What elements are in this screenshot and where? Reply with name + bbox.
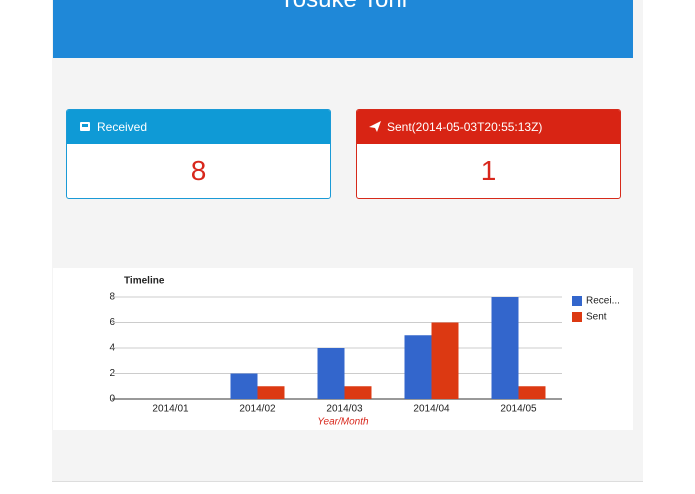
bar — [257, 386, 285, 399]
card-value: 1 — [480, 155, 497, 186]
x-tick-label: 2014/04 — [413, 404, 450, 415]
send-icon — [369, 121, 381, 132]
legend-label: Recei... — [586, 296, 620, 307]
bar — [404, 335, 432, 399]
bar — [344, 386, 372, 399]
legend-label: Sent — [586, 312, 607, 323]
card-header: Received — [67, 110, 330, 144]
header-title: Yosuke Tohi — [53, 0, 633, 14]
x-tick-label: 2014/01 — [152, 404, 189, 415]
header: Yosuke Tohi — [53, 0, 633, 58]
bar — [491, 297, 519, 399]
legend-swatch — [572, 312, 582, 322]
received-card: Received 8 — [66, 109, 331, 199]
card-header: Sent(2014-05-03T20:55:13Z) — [357, 110, 620, 144]
x-axis-label: Year/Month — [317, 417, 369, 428]
x-tick-label: 2014/03 — [326, 404, 363, 415]
bar — [518, 386, 546, 399]
bar — [230, 373, 258, 399]
x-tick-label: 2014/05 — [500, 404, 537, 415]
bar — [317, 348, 345, 399]
legend-swatch — [572, 296, 582, 306]
bar — [431, 322, 459, 399]
card-value: 8 — [190, 155, 207, 186]
chart-title: Timeline — [124, 276, 165, 287]
inbox-icon — [80, 122, 90, 131]
card-label: Received — [97, 120, 148, 134]
x-tick-label: 2014/02 — [239, 404, 276, 415]
card-label: Sent(2014-05-03T20:55:13Z) — [387, 120, 543, 134]
sent-card: Sent(2014-05-03T20:55:13Z) 1 — [356, 109, 621, 199]
